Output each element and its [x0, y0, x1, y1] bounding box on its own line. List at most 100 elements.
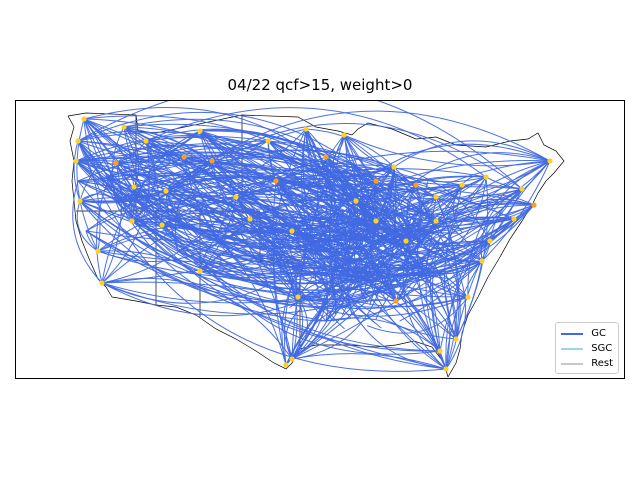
route-edge: [415, 184, 451, 252]
route-edge: [402, 230, 447, 370]
route-edge: [353, 164, 491, 242]
route-edge: [328, 222, 397, 302]
airport-node: [437, 348, 443, 354]
route-edge: [165, 190, 441, 355]
southern-border: [111, 296, 449, 378]
route-edge: [77, 140, 447, 372]
airport-node: [403, 238, 409, 244]
route-edge: [75, 134, 357, 202]
northern-border: [67, 112, 565, 182]
legend-item-gc: GC: [561, 326, 613, 341]
airport-node: [77, 198, 83, 204]
airport-node: [273, 178, 279, 184]
airport-node: [95, 248, 101, 254]
route-edge: [403, 206, 483, 262]
airport-node: [75, 138, 81, 144]
route-edge: [76, 118, 99, 252]
airport-node: [443, 366, 449, 372]
legend-swatch-sgc: [561, 347, 584, 350]
airport-node: [197, 128, 203, 134]
route-edge: [165, 110, 551, 192]
route-edge: [72, 180, 103, 284]
route-edge: [285, 218, 515, 366]
route-edge: [101, 277, 293, 360]
route-edge: [275, 180, 437, 222]
route-edge: [133, 160, 213, 188]
route-edge: [75, 160, 391, 233]
route-edge: [235, 196, 283, 259]
route-edge: [133, 186, 237, 206]
airport-node: [479, 258, 485, 264]
route-edge: [131, 176, 487, 233]
route-edge: [364, 236, 441, 352]
legend-swatch-gc: [561, 332, 584, 335]
route-edge: [145, 107, 487, 178]
route-edge: [305, 128, 395, 168]
route-edge: [467, 160, 551, 298]
airport-node: [393, 298, 399, 304]
airport-node: [547, 158, 553, 164]
route-edge: [249, 198, 431, 252]
route-edge: [318, 260, 483, 293]
route-edge: [79, 200, 355, 294]
airport-node: [289, 356, 295, 362]
route-edge: [101, 281, 299, 298]
route-edge: [83, 118, 351, 246]
route-edge: [123, 126, 294, 267]
route-edge: [315, 220, 407, 253]
airport-node: [129, 218, 135, 224]
route-edge: [275, 180, 405, 245]
route-edge: [355, 175, 487, 202]
airport-nodes: [73, 116, 553, 372]
airport-node: [209, 158, 215, 164]
route-edge: [357, 204, 535, 270]
airport-node: [413, 182, 419, 188]
route-edge: [291, 353, 447, 370]
route-edge: [77, 156, 185, 182]
legend-swatch-rest: [561, 362, 584, 365]
airport-node: [519, 186, 525, 192]
route-edge: [297, 275, 401, 302]
airport-node: [283, 362, 289, 368]
route-edge: [373, 176, 487, 269]
route-edge: [123, 118, 423, 246]
route-edge: [420, 160, 551, 205]
airport-node: [433, 218, 439, 224]
legend-item-rest: Rest: [561, 356, 613, 371]
route-edge: [75, 160, 469, 298]
route-edge: [115, 162, 217, 242]
route-edge: [395, 245, 457, 340]
airport-node: [113, 160, 119, 166]
route-edge: [165, 190, 217, 242]
route-edge: [399, 160, 551, 322]
route-edge: [275, 168, 397, 208]
airport-node: [265, 138, 271, 144]
route-edge: [345, 196, 437, 288]
route-edge: [183, 156, 383, 217]
map-title: 04/22 qcf>15, weight>0: [227, 76, 413, 94]
airport-node: [341, 132, 347, 138]
route-edge: [314, 250, 345, 330]
route-edge: [325, 317, 441, 352]
route-edge: [199, 230, 293, 272]
route-edge: [406, 160, 551, 204]
route-edge: [215, 216, 396, 248]
route-edge: [455, 260, 483, 340]
route-edge: [325, 156, 433, 223]
route-edge: [76, 200, 99, 252]
legend-label-gc: GC: [591, 328, 606, 339]
airport-node: [159, 222, 165, 228]
legend: GC SGC Rest: [555, 322, 619, 374]
route-edge: [315, 209, 357, 252]
route-edge: [79, 200, 397, 303]
route-edge: [183, 156, 285, 291]
route-edge: [145, 137, 375, 273]
route-edge: [115, 144, 213, 164]
route-edge: [485, 176, 523, 190]
route-edge: [115, 200, 422, 275]
route-edge: [183, 156, 325, 243]
route-edge: [335, 218, 515, 272]
route-edge: [342, 134, 364, 277]
route-edges: [72, 101, 551, 372]
airport-node: [465, 294, 471, 300]
